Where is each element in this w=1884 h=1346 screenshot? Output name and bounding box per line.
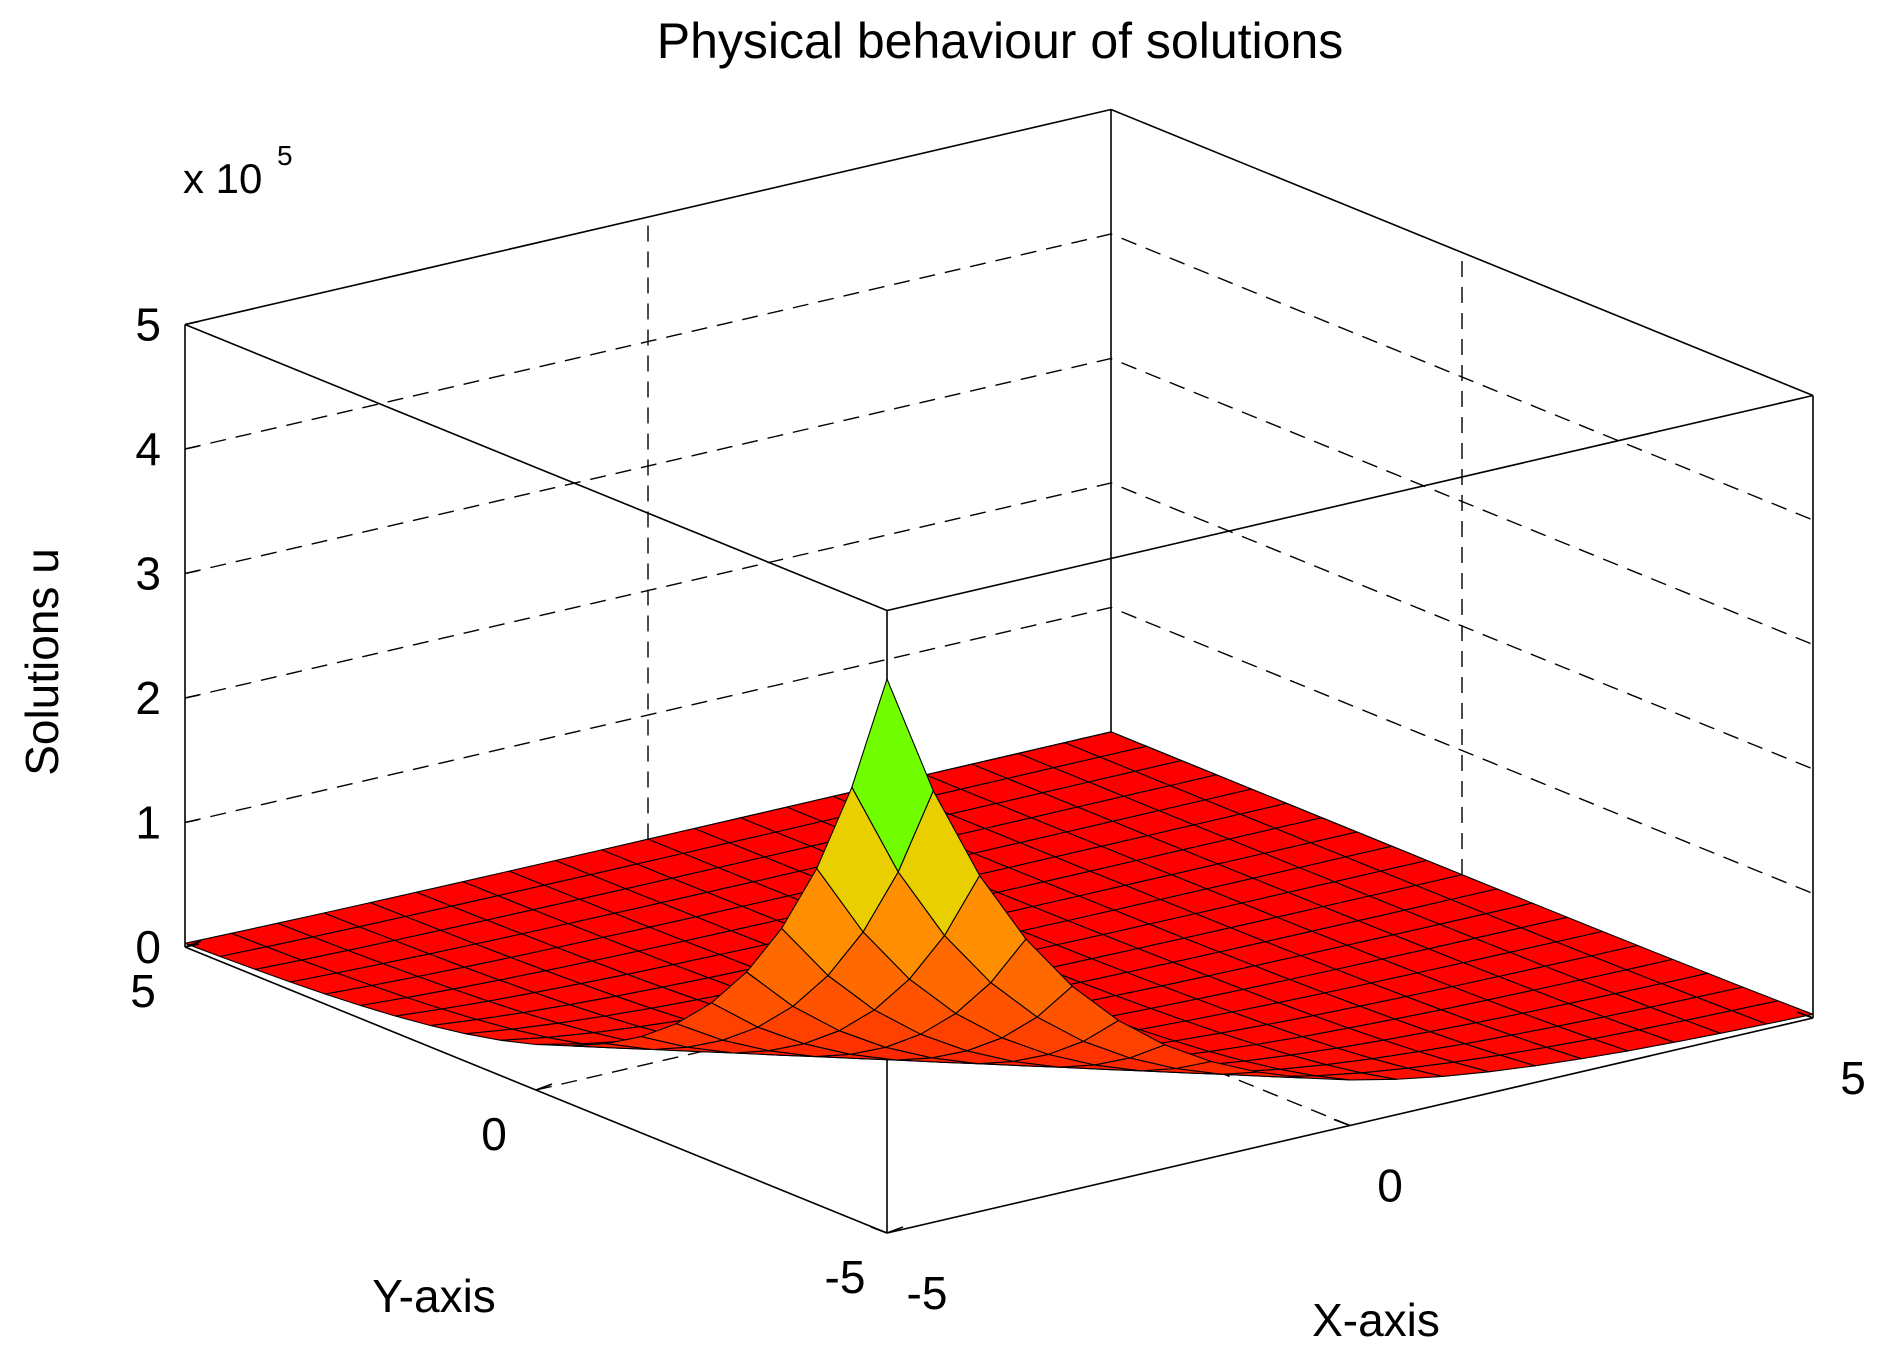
z-tick-label: 0 [135, 921, 161, 973]
x-tick-label: -5 [907, 1267, 948, 1319]
z-tick-mark [184, 569, 200, 575]
z-axis-label: Solutions u [16, 548, 68, 776]
y-tick-mark [184, 940, 202, 948]
z-tick-label: 3 [135, 548, 161, 600]
x-tick-label: 0 [1377, 1160, 1403, 1212]
x-axis-label: X-axis [1312, 1294, 1440, 1346]
z-multiplier-exponent: 5 [277, 140, 293, 171]
frame-edge-back [184, 323, 888, 612]
y-tick-mark [886, 1226, 904, 1234]
surface-mesh [184, 678, 1814, 1081]
frame-edge-back [886, 394, 1814, 612]
y-tick-mark [535, 1083, 553, 1091]
z-gridline [184, 482, 1814, 770]
y-tick-label: 5 [130, 965, 156, 1017]
z-tick-mark [184, 320, 200, 326]
z-multiplier-base: x 10 [183, 155, 262, 202]
z-tick-label: 1 [135, 797, 161, 849]
y-axis-label: Y-axis [372, 1270, 496, 1322]
z-tick-mark [184, 445, 200, 450]
z-tick-label: 4 [135, 423, 161, 475]
z-multiplier: x 10 5 [183, 140, 293, 202]
x-tick-labels: -5 0 5 [870, 1011, 1866, 1319]
y-tick-labels: -5 0 5 [130, 940, 904, 1303]
z-tick-labels: 0 1 2 3 4 5 [135, 299, 200, 973]
frame-edge-back [184, 108, 1112, 326]
x-tick-mark [1796, 1011, 1814, 1019]
x-tick-label: 5 [1840, 1052, 1866, 1104]
x-tick-mark [870, 1226, 888, 1234]
z-tick-mark [184, 694, 200, 699]
frame-edge-back [1110, 108, 1814, 397]
y-tick-label: 0 [481, 1108, 507, 1160]
chart-title: Physical behaviour of solutions [657, 13, 1344, 69]
z-gridline [184, 606, 1814, 895]
z-gridline [184, 357, 1814, 646]
z-tick-mark [184, 818, 200, 824]
z-tick-label: 2 [135, 672, 161, 724]
y-tick-label: -5 [825, 1251, 866, 1303]
z-tick-label: 5 [135, 299, 161, 351]
z-gridline [184, 233, 1814, 521]
x-tick-mark [1333, 1118, 1351, 1127]
surface-cell [851, 678, 934, 873]
